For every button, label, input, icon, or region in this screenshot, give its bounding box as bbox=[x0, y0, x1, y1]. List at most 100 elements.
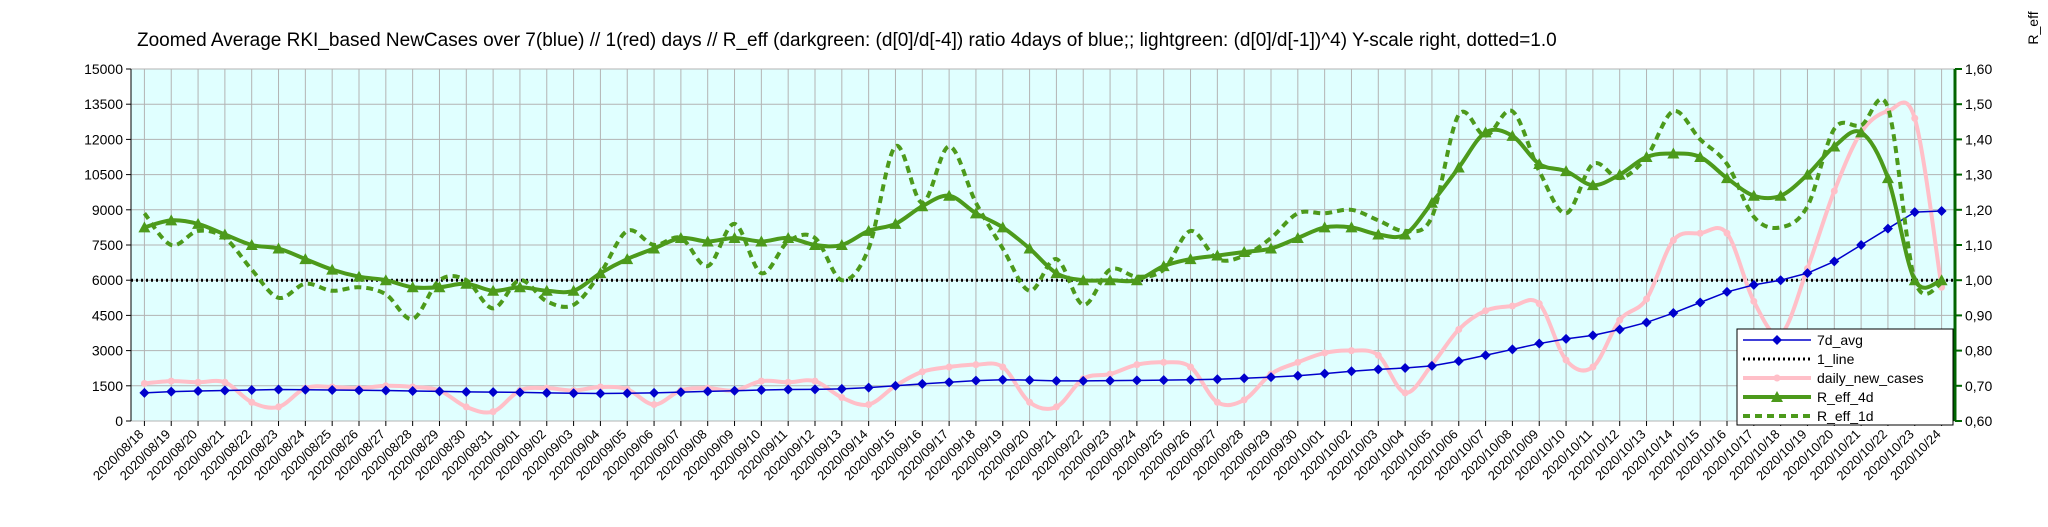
data-point-daily-new-cases bbox=[275, 403, 283, 411]
data-point-r-eff-4d bbox=[406, 281, 419, 293]
data-point-7d-avg bbox=[166, 386, 177, 397]
left-tick-label: 0 bbox=[115, 413, 123, 429]
data-point-r-eff-4d bbox=[916, 200, 929, 212]
data-point-daily-new-cases bbox=[1643, 295, 1651, 303]
data-point-7d-avg bbox=[514, 387, 525, 398]
data-point-7d-avg bbox=[1882, 223, 1893, 234]
right-tick-label: 1,30 bbox=[1965, 167, 1992, 183]
data-point-r-eff-4d bbox=[245, 239, 258, 250]
data-point-7d-avg bbox=[1856, 240, 1867, 250]
data-point-7d-avg bbox=[1561, 333, 1572, 344]
data-point-daily-new-cases bbox=[1830, 187, 1838, 195]
legend-label: R_eff_4d bbox=[1817, 389, 1874, 405]
data-point-r-eff-4d bbox=[755, 235, 768, 247]
data-point-7d-avg bbox=[407, 385, 418, 396]
data-point-daily-new-cases bbox=[1133, 361, 1141, 369]
data-point-r-eff-4d bbox=[1077, 274, 1090, 286]
data-point-7d-avg bbox=[622, 388, 633, 399]
data-point-7d-avg bbox=[1266, 372, 1276, 383]
data-point-7d-avg bbox=[488, 387, 499, 398]
data-point-7d-avg bbox=[1641, 317, 1652, 328]
right-tick-label: 0,90 bbox=[1965, 307, 1992, 323]
data-point-7d-avg bbox=[944, 377, 955, 388]
data-point-r-eff-4d bbox=[594, 267, 607, 279]
data-point-7d-avg bbox=[1185, 374, 1196, 385]
data-point-r-eff-4d bbox=[165, 214, 178, 226]
legend: 7d_avg 1_line daily_new_cases R_eff_4d R_eff… bbox=[1736, 328, 1954, 426]
left-tick-label: 7500 bbox=[92, 237, 123, 253]
right-axis: 0,60 0,70 0,80 0,90 1,00 1,10 1,20 1,30 1,40 1,50… bbox=[1953, 61, 1992, 429]
data-point-7d-avg bbox=[273, 384, 284, 395]
right-tick-label: 1,20 bbox=[1965, 202, 1992, 218]
data-point-r-eff-4d bbox=[218, 228, 231, 240]
data-point-7d-avg bbox=[810, 384, 820, 395]
data-point-daily-new-cases bbox=[784, 378, 792, 386]
data-point-daily-new-cases bbox=[1482, 307, 1490, 315]
data-point-7d-avg bbox=[595, 388, 606, 399]
data-point-7d-avg bbox=[1775, 275, 1786, 286]
data-point-daily-new-cases bbox=[140, 379, 148, 387]
data-point-r-eff-4d bbox=[299, 253, 312, 265]
data-point-daily-new-cases bbox=[1026, 398, 1034, 406]
data-point-r-eff-4d bbox=[1613, 168, 1626, 180]
data-point-7d-avg bbox=[246, 385, 257, 396]
data-point-7d-avg bbox=[997, 374, 1008, 385]
data-point-daily-new-cases bbox=[1508, 302, 1516, 310]
right-tick-label: 1,10 bbox=[1965, 237, 1992, 253]
legend-label: R_eff_1d bbox=[1817, 408, 1874, 424]
data-point-daily-new-cases bbox=[1321, 349, 1329, 357]
left-axis: 0 1500 3000 4500 6000 7500 9000 10500 12000 13500… bbox=[84, 61, 132, 429]
data-point-7d-avg bbox=[756, 385, 767, 396]
data-point-daily-new-cases bbox=[650, 401, 658, 409]
data-point-r-eff-4d bbox=[1399, 228, 1412, 240]
data-point-r-eff-4d bbox=[1560, 165, 1573, 177]
data-point-r-eff-4d bbox=[728, 231, 741, 243]
legend-marker bbox=[1771, 391, 1783, 402]
data-point-7d-avg bbox=[568, 388, 579, 399]
data-point-daily-new-cases bbox=[1294, 358, 1302, 366]
data-point-r-eff-4d bbox=[1640, 151, 1653, 162]
data-point-7d-avg bbox=[970, 375, 981, 386]
data-point-daily-new-cases bbox=[1455, 325, 1463, 333]
legend-label: 1_line bbox=[1817, 351, 1855, 367]
data-point-7d-avg bbox=[219, 385, 230, 396]
data-point-7d-avg bbox=[836, 383, 847, 394]
data-point-7d-avg bbox=[1748, 279, 1759, 290]
left-tick-label: 4500 bbox=[92, 307, 123, 323]
data-point-daily-new-cases bbox=[811, 377, 819, 385]
data-point-r-eff-4d bbox=[487, 284, 500, 296]
data-point-daily-new-cases bbox=[1535, 300, 1543, 308]
data-point-7d-avg bbox=[1802, 268, 1813, 279]
data-point-daily-new-cases bbox=[1562, 356, 1570, 364]
data-point-7d-avg bbox=[434, 386, 445, 397]
data-point-7d-avg bbox=[541, 387, 552, 398]
data-point-r-eff-4d bbox=[1908, 274, 1921, 286]
data-point-r-eff-4d bbox=[1238, 246, 1251, 258]
data-point-daily-new-cases bbox=[945, 363, 953, 371]
data-point-r-eff-4d bbox=[1023, 242, 1036, 254]
data-point-r-eff-4d bbox=[513, 281, 526, 293]
data-point-daily-new-cases bbox=[838, 394, 846, 402]
data-point-r-eff-4d bbox=[433, 281, 446, 293]
data-point-daily-new-cases bbox=[1750, 297, 1758, 305]
data-point-r-eff-4d bbox=[1425, 196, 1438, 208]
data-point-7d-avg bbox=[300, 384, 311, 395]
data-point-7d-avg bbox=[1453, 356, 1464, 367]
data-point-7d-avg bbox=[1373, 364, 1384, 375]
data-point-7d-avg bbox=[1480, 350, 1491, 361]
data-point-daily-new-cases bbox=[1052, 403, 1060, 411]
data-point-daily-new-cases bbox=[999, 363, 1007, 371]
right-tick-label: 1,60 bbox=[1965, 61, 1992, 77]
data-point-r-eff-4d bbox=[1721, 172, 1733, 184]
data-point-7d-avg bbox=[1534, 338, 1545, 349]
data-point-r-eff-4d bbox=[326, 263, 339, 275]
data-point-daily-new-cases bbox=[221, 378, 229, 386]
series-layer bbox=[131, 97, 1955, 416]
data-point-r-eff-4d bbox=[1184, 253, 1197, 265]
right-tick-label: 1,00 bbox=[1965, 272, 1992, 288]
data-point-7d-avg bbox=[1829, 256, 1840, 267]
data-point-r-eff-4d bbox=[1935, 274, 1948, 286]
data-point-daily-new-cases bbox=[462, 403, 470, 411]
data-point-r-eff-4d bbox=[1211, 249, 1224, 261]
